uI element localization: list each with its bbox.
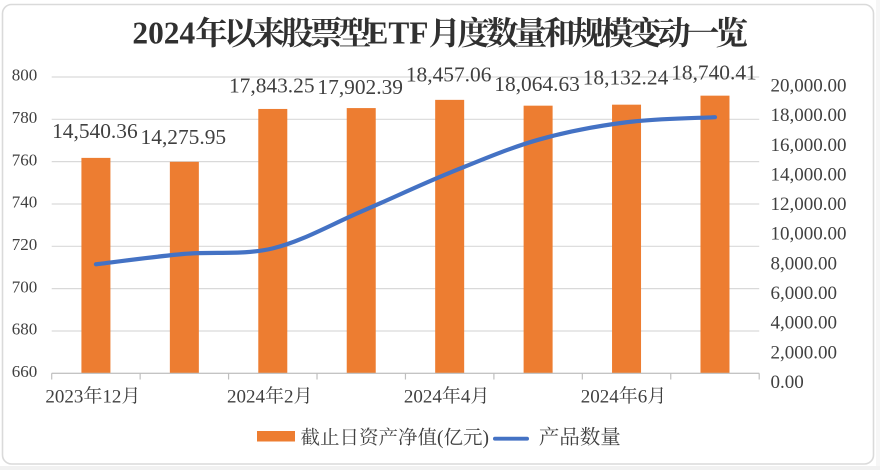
svg-text:680: 680 xyxy=(12,320,38,339)
svg-text:18,000.00: 18,000.00 xyxy=(771,105,847,126)
svg-text:18,740.41: 18,740.41 xyxy=(671,61,757,85)
svg-text:17,843.25: 17,843.25 xyxy=(229,74,315,98)
svg-text:4,000.00: 4,000.00 xyxy=(771,313,838,334)
svg-text:16,000.00: 16,000.00 xyxy=(771,135,847,156)
svg-text:6: 6 xyxy=(638,386,648,407)
svg-text:660: 660 xyxy=(12,362,38,381)
svg-text:800: 800 xyxy=(12,66,38,85)
svg-text:ETF: ETF xyxy=(367,16,428,51)
svg-text:2023: 2023 xyxy=(45,386,83,407)
svg-text:10,000.00: 10,000.00 xyxy=(771,224,847,245)
svg-text:(: ( xyxy=(437,428,444,449)
svg-text:2,000.00: 2,000.00 xyxy=(771,342,838,363)
svg-text:720: 720 xyxy=(12,235,38,254)
svg-text:2024: 2024 xyxy=(581,386,620,407)
svg-text:2024: 2024 xyxy=(227,386,265,407)
svg-text:20,000.00: 20,000.00 xyxy=(771,76,847,97)
svg-text:14,000.00: 14,000.00 xyxy=(771,164,847,185)
svg-text:17,902.39: 17,902.39 xyxy=(317,75,403,99)
svg-text:780: 780 xyxy=(12,108,38,127)
svg-text:8,000.00: 8,000.00 xyxy=(771,253,838,274)
svg-text:0.00: 0.00 xyxy=(771,372,804,393)
svg-text:700: 700 xyxy=(12,277,38,296)
svg-text:14,275.95: 14,275.95 xyxy=(141,125,227,149)
svg-text:2024: 2024 xyxy=(132,16,195,51)
svg-text:18,064.63: 18,064.63 xyxy=(494,72,580,96)
svg-text:12: 12 xyxy=(102,386,121,407)
svg-text:740: 740 xyxy=(12,193,38,212)
svg-text:14,540.36: 14,540.36 xyxy=(52,119,138,143)
svg-text:2024: 2024 xyxy=(404,386,443,407)
svg-text:): ) xyxy=(482,428,489,449)
svg-text:6,000.00: 6,000.00 xyxy=(771,283,838,304)
svg-text:760: 760 xyxy=(12,150,38,169)
svg-text:4: 4 xyxy=(461,386,471,407)
svg-text:12,000.00: 12,000.00 xyxy=(771,194,847,215)
svg-text:18,132.24: 18,132.24 xyxy=(583,66,669,90)
svg-text:18,457.06: 18,457.06 xyxy=(406,63,492,87)
svg-text:2: 2 xyxy=(284,386,294,407)
